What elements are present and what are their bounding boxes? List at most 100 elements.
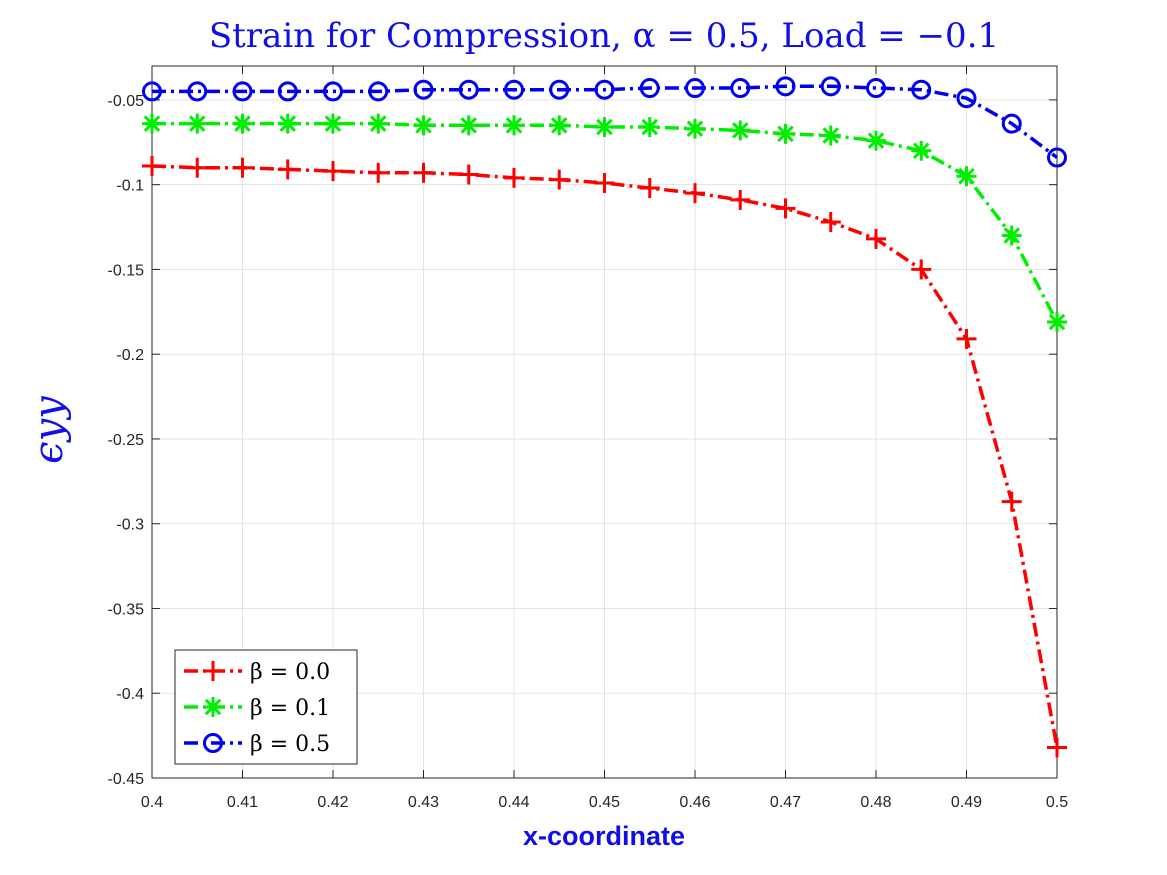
data-point [504, 167, 524, 188]
data-point [1047, 311, 1067, 332]
data-point [730, 78, 751, 99]
data-point [639, 78, 660, 99]
data-point [323, 81, 343, 102]
data-point [1001, 113, 1022, 134]
legend-label: β = 0.1 [250, 696, 330, 721]
data-point [549, 79, 570, 100]
x-tick-label: 0.45 [589, 794, 620, 811]
data-point [187, 157, 208, 178]
data-point [911, 140, 932, 161]
data-point [232, 157, 253, 178]
legend-marker [203, 697, 223, 717]
x-tick-label: 0.47 [770, 794, 801, 811]
data-point [277, 113, 298, 134]
data-point [956, 328, 977, 349]
data-point [956, 166, 977, 187]
x-tick-label: 0.43 [408, 794, 439, 811]
data-point [142, 113, 162, 134]
y-tick-label: -0.15 [108, 262, 145, 279]
data-point [730, 189, 751, 210]
x-tick-label: 0.41 [227, 794, 258, 811]
data-point [458, 115, 479, 136]
y-tick-label: -0.35 [108, 601, 145, 618]
data-point [594, 117, 615, 138]
y-axis-label: ϵyy [26, 395, 72, 464]
y-tick-label: -0.2 [116, 347, 144, 364]
data-point [866, 78, 886, 99]
data-point [232, 113, 253, 134]
data-point [820, 211, 841, 232]
y-tick-label: -0.05 [108, 93, 145, 110]
legend: β = 0.0 β = 0.1 β = 0.5 [174, 649, 358, 765]
data-point [277, 81, 298, 102]
data-point [866, 130, 886, 151]
data-point [504, 115, 524, 136]
data-point [685, 118, 705, 139]
legend-marker [203, 661, 223, 681]
x-tick-label: 0.49 [951, 794, 982, 811]
y-tick-label: -0.45 [108, 771, 145, 788]
data-point [549, 115, 570, 136]
data-point [820, 125, 841, 146]
data-point [549, 169, 570, 190]
data-point [142, 156, 162, 177]
data-point [187, 81, 208, 102]
data-point [413, 79, 434, 100]
data-point [639, 117, 660, 138]
x-tick-label: 0.4 [141, 794, 163, 811]
data-point [323, 161, 343, 182]
data-point [413, 115, 434, 136]
data-point [187, 113, 208, 134]
data-point [368, 113, 389, 134]
data-point [730, 120, 751, 141]
series-line [152, 84, 1059, 159]
data-point [594, 79, 615, 100]
data-point [956, 88, 977, 109]
data-point [911, 79, 932, 100]
data-point [1001, 491, 1022, 512]
chart-title: Strain for Compression, α = 0.5, Load = … [209, 16, 999, 56]
legend-label: β = 0.0 [250, 660, 330, 685]
legend-marker [203, 733, 223, 753]
data-point [820, 76, 841, 97]
y-tick-label: -0.25 [108, 432, 145, 449]
data-point [1047, 147, 1067, 168]
data-point [685, 78, 705, 99]
x-tick-label: 0.48 [860, 794, 891, 811]
data-point [775, 76, 796, 97]
x-tick-label: 0.44 [498, 794, 529, 811]
data-point [277, 159, 298, 180]
data-point [232, 81, 253, 102]
series-1 [142, 156, 1067, 758]
y-tick-label: -0.1 [116, 178, 144, 195]
data-point [458, 79, 479, 100]
series-lines [142, 76, 1067, 758]
data-point [368, 162, 389, 183]
data-point [639, 178, 660, 199]
data-point [1001, 225, 1022, 246]
data-point [775, 123, 796, 144]
data-point [594, 172, 615, 193]
legend-entry: β = 0.5 [184, 732, 330, 757]
x-tick-label: 0.46 [679, 794, 710, 811]
y-tick-label: -0.3 [116, 517, 144, 534]
data-point [323, 113, 343, 134]
legend-entry: β = 0.1 [184, 696, 330, 721]
data-point [458, 164, 479, 185]
data-point [1047, 737, 1067, 758]
series-3 [142, 76, 1067, 168]
data-point [142, 81, 162, 102]
legend-entry: β = 0.0 [184, 660, 330, 685]
data-point [685, 183, 705, 204]
axis-ticks: 0.4 0.41 0.42 0.43 0.44 0.45 0.46 0.47 0.48 0.49 0… [108, 66, 1068, 811]
data-point [504, 79, 524, 100]
x-axis-label: x-coordinate [523, 821, 685, 851]
data-point [775, 198, 796, 219]
data-point [368, 81, 389, 102]
legend-label: β = 0.5 [250, 732, 330, 757]
x-tick-label: 0.5 [1046, 794, 1068, 811]
data-point [413, 162, 434, 183]
x-tick-label: 0.42 [317, 794, 348, 811]
data-point [911, 259, 932, 280]
